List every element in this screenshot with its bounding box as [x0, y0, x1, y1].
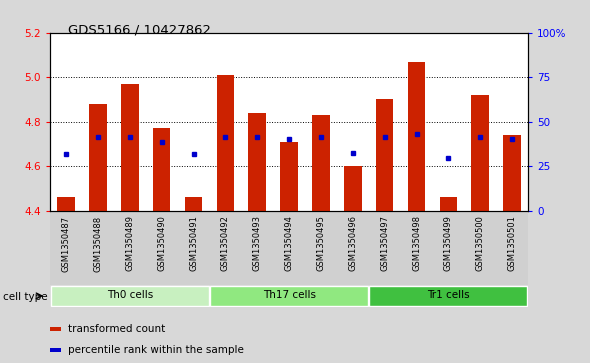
Bar — [471, 95, 489, 211]
Bar — [248, 113, 266, 211]
Text: Th0 cells: Th0 cells — [107, 290, 153, 301]
Bar — [369, 286, 527, 306]
Text: percentile rank within the sample: percentile rank within the sample — [68, 345, 244, 355]
Text: GDS5166 / 10427862: GDS5166 / 10427862 — [68, 24, 211, 37]
Bar — [51, 286, 209, 306]
Text: transformed count: transformed count — [68, 324, 165, 334]
Bar — [440, 197, 457, 211]
Bar — [121, 84, 139, 211]
Bar — [503, 135, 521, 211]
Bar — [153, 128, 171, 211]
Text: Tr1 cells: Tr1 cells — [427, 290, 470, 301]
Bar — [280, 142, 298, 211]
Bar — [89, 104, 107, 211]
Text: cell type: cell type — [3, 291, 48, 302]
Bar — [185, 197, 202, 211]
Bar — [376, 99, 394, 211]
Bar — [344, 166, 362, 211]
Bar — [210, 286, 368, 306]
Bar — [312, 115, 330, 211]
Bar — [217, 75, 234, 211]
Bar — [50, 348, 61, 352]
Bar — [408, 62, 425, 211]
Text: Th17 cells: Th17 cells — [263, 290, 316, 301]
Bar — [57, 197, 75, 211]
Bar — [50, 327, 61, 331]
